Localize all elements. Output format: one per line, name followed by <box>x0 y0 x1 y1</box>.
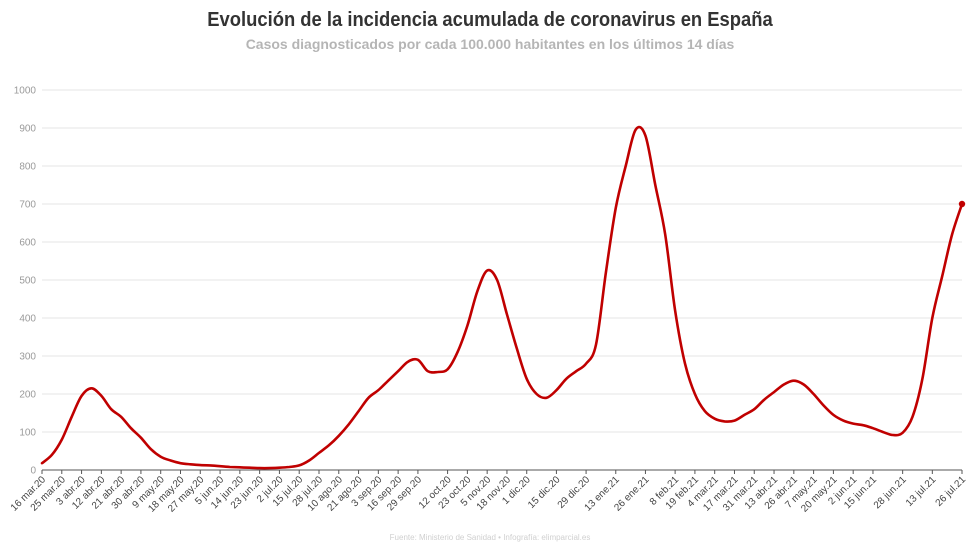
y-tick-label: 300 <box>19 352 36 363</box>
x-tick-label: 26 jul.21 <box>934 474 969 509</box>
chart-title: Evolución de la incidencia acumulada de … <box>207 9 773 31</box>
y-tick-label: 900 <box>19 124 36 135</box>
series <box>40 125 966 470</box>
y-tick-label: 800 <box>19 162 36 173</box>
y-axis: 0 100 200 300 400 500 600 700 800 900 1000 <box>14 86 37 477</box>
y-tick-label: 100 <box>19 428 36 439</box>
y-tick-label: 400 <box>19 314 36 325</box>
x-tick-label: 28 jun.21 <box>872 474 909 511</box>
last-point-marker <box>958 200 966 208</box>
y-tick-label: 200 <box>19 390 36 401</box>
x-tick-label: 13 jul.21 <box>904 474 939 509</box>
y-tick-label: 1000 <box>14 86 37 97</box>
y-tick-label: 500 <box>19 276 36 287</box>
y-tick-label: 600 <box>19 238 36 249</box>
grid <box>42 89 962 433</box>
chart-source: Fuente: Ministerio de Sanidad • Infograf… <box>389 533 591 542</box>
y-tick-label: 0 <box>30 466 36 477</box>
series-line <box>40 125 964 470</box>
y-tick-label: 700 <box>19 200 36 211</box>
chart-subtitle: Casos diagnosticados por cada 100.000 ha… <box>245 36 735 52</box>
